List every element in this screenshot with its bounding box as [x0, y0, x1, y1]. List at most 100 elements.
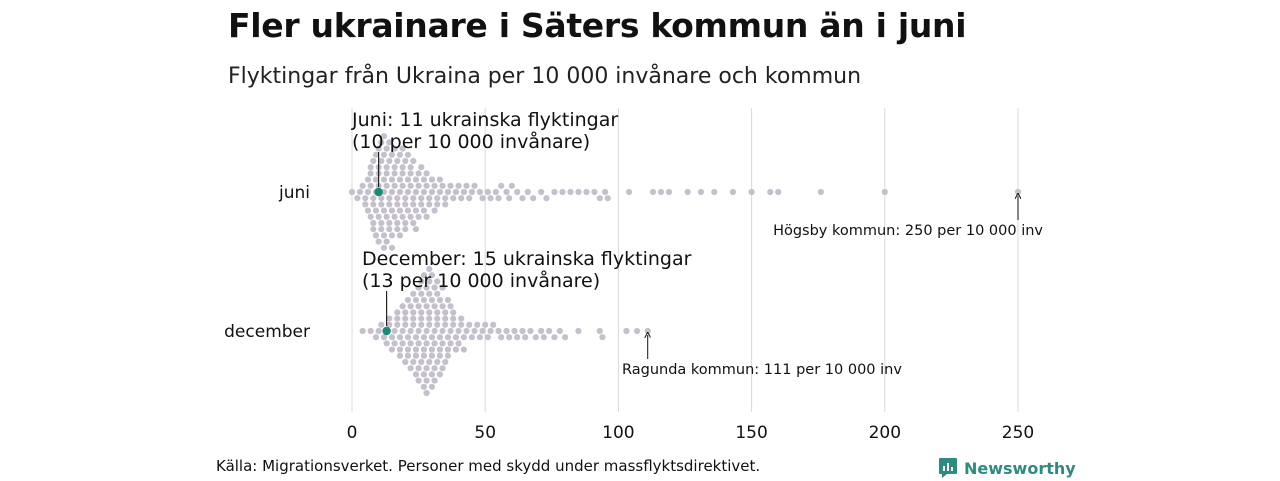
data-point [359, 327, 366, 335]
data-point [407, 365, 414, 372]
data-point [391, 340, 398, 347]
data-point [458, 315, 465, 322]
data-point [388, 176, 396, 183]
data-point [562, 334, 569, 341]
data-point [442, 315, 449, 322]
data-point [426, 278, 433, 285]
data-point [439, 303, 446, 310]
data-point [378, 219, 385, 227]
grid-lines [351, 108, 1019, 412]
data-point [412, 346, 420, 353]
data-point [559, 188, 566, 196]
data-point [362, 195, 369, 202]
data-point [383, 340, 390, 347]
highlight-sublabel: (10 per 10 000 invånare) [352, 130, 590, 153]
data-point [460, 334, 467, 341]
data-point [388, 334, 396, 341]
data-point [367, 327, 374, 335]
data-point [391, 213, 398, 220]
data-point [412, 334, 420, 341]
data-point [388, 207, 396, 214]
data-point [380, 232, 388, 239]
data-point [596, 195, 603, 202]
data-point [396, 232, 404, 239]
data-point [514, 188, 521, 196]
data-point [399, 164, 406, 171]
data-point [649, 188, 657, 196]
data-point [428, 176, 436, 183]
data-point [479, 195, 486, 202]
data-point [436, 334, 444, 341]
data-point [391, 182, 398, 189]
data-point [431, 182, 438, 189]
data-point [817, 188, 824, 196]
data-point [575, 188, 582, 196]
data-point [436, 296, 444, 304]
data-point [748, 188, 755, 196]
data-point [378, 321, 385, 328]
x-tick-label: 150 [735, 423, 767, 443]
data-point [439, 340, 446, 347]
data-point [426, 309, 433, 316]
data-point [410, 201, 417, 208]
data-point [354, 195, 361, 202]
data-point [375, 238, 382, 245]
data-point [434, 278, 441, 285]
data-point [423, 182, 430, 189]
data-point [583, 188, 590, 196]
data-point [386, 195, 393, 202]
data-point [434, 309, 441, 316]
data-point [396, 352, 404, 359]
data-point [447, 327, 454, 335]
data-point [380, 207, 388, 214]
data-point [543, 195, 550, 202]
data-point [434, 195, 441, 202]
data-point [458, 195, 465, 202]
data-point [450, 309, 457, 316]
data-point [556, 327, 563, 335]
data-point [367, 164, 374, 171]
x-tick-label: 0 [347, 423, 358, 443]
data-point [644, 327, 651, 335]
data-point [378, 201, 385, 208]
category-label-december: december [224, 322, 310, 342]
data-point [503, 188, 510, 196]
data-point [442, 195, 449, 202]
data-point [436, 188, 444, 196]
data-point [423, 327, 430, 335]
data-point [380, 334, 388, 341]
x-tick-label: 100 [602, 423, 634, 443]
data-point [428, 296, 436, 304]
data-point [575, 327, 582, 335]
data-point [540, 334, 547, 341]
data-point [455, 327, 462, 335]
chart-subtitle: Flyktingar från Ukraina per 10 000 invån… [228, 64, 862, 89]
data-point [452, 334, 459, 341]
highlight-label: December: 15 ukrainska flyktingar [362, 248, 692, 270]
data-point [394, 201, 401, 208]
data-point [599, 334, 606, 341]
data-point [431, 303, 438, 310]
data-point [625, 188, 633, 196]
data-point [407, 327, 414, 335]
max-annotation-label: Ragunda kommun: 111 per 10 000 inv [622, 362, 902, 378]
data-point [386, 321, 393, 328]
data-point [410, 157, 417, 165]
data-point [426, 201, 433, 208]
data-point [410, 195, 417, 202]
data-point [410, 315, 417, 322]
data-point [434, 315, 441, 322]
data-point [711, 188, 718, 196]
data-point [399, 170, 406, 177]
data-point [567, 188, 574, 196]
data-point [404, 296, 412, 304]
data-point [423, 377, 430, 384]
data-point [436, 346, 444, 353]
highlight-sublabel: (13 per 10 000 invånare) [362, 269, 600, 292]
data-point [444, 188, 452, 196]
data-point [410, 309, 417, 316]
data-point [404, 207, 412, 214]
data-point [418, 164, 425, 171]
data-point [468, 334, 475, 341]
data-point [407, 170, 414, 177]
